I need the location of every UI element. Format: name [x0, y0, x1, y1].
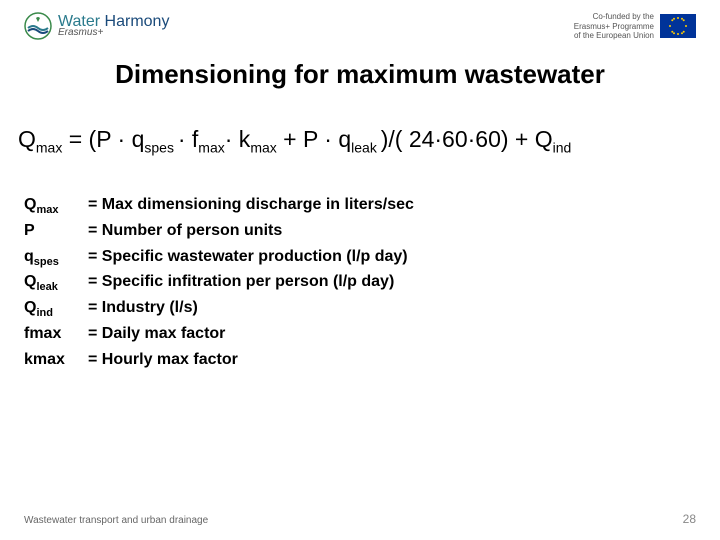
def-row: qspes= Specific wastewater production (l… — [24, 245, 696, 271]
header: Water Harmony Erasmus+ Co-funded by the … — [0, 0, 720, 49]
def-row: fmax= Daily max factor — [24, 322, 696, 348]
logo-left: Water Harmony Erasmus+ — [24, 12, 169, 40]
def-row: Qind= Industry (l/s) — [24, 296, 696, 322]
footer: Wastewater transport and urban drainage … — [24, 512, 696, 526]
footer-text: Wastewater transport and urban drainage — [24, 515, 208, 526]
page-title: Dimensioning for maximum wastewater — [0, 59, 720, 90]
logo-right: Co-funded by the Erasmus+ Programme of t… — [574, 12, 696, 41]
cofund-text: Co-funded by the Erasmus+ Programme of t… — [574, 12, 654, 41]
cofund-line2: Erasmus+ Programme — [574, 22, 654, 32]
def-row: P= Number of person units — [24, 219, 696, 245]
def-row: Qleak= Specific infitration per person (… — [24, 270, 696, 296]
def-row: kmax= Hourly max factor — [24, 348, 696, 374]
def-row: Qmax= Max dimensioning discharge in lite… — [24, 193, 696, 219]
definitions-list: Qmax= Max dimensioning discharge in lite… — [0, 155, 720, 373]
cofund-line1: Co-funded by the — [574, 12, 654, 22]
main-equation: Qmax = (P · qspes · fmax· kmax + P · qle… — [0, 90, 720, 156]
logo-erasmus: Erasmus+ — [58, 28, 169, 38]
page-number: 28 — [683, 512, 696, 526]
eu-flag-icon — [660, 14, 696, 38]
cofund-line3: of the European Union — [574, 31, 654, 41]
logo-text: Water Harmony Erasmus+ — [58, 14, 169, 38]
water-harmony-icon — [24, 12, 52, 40]
